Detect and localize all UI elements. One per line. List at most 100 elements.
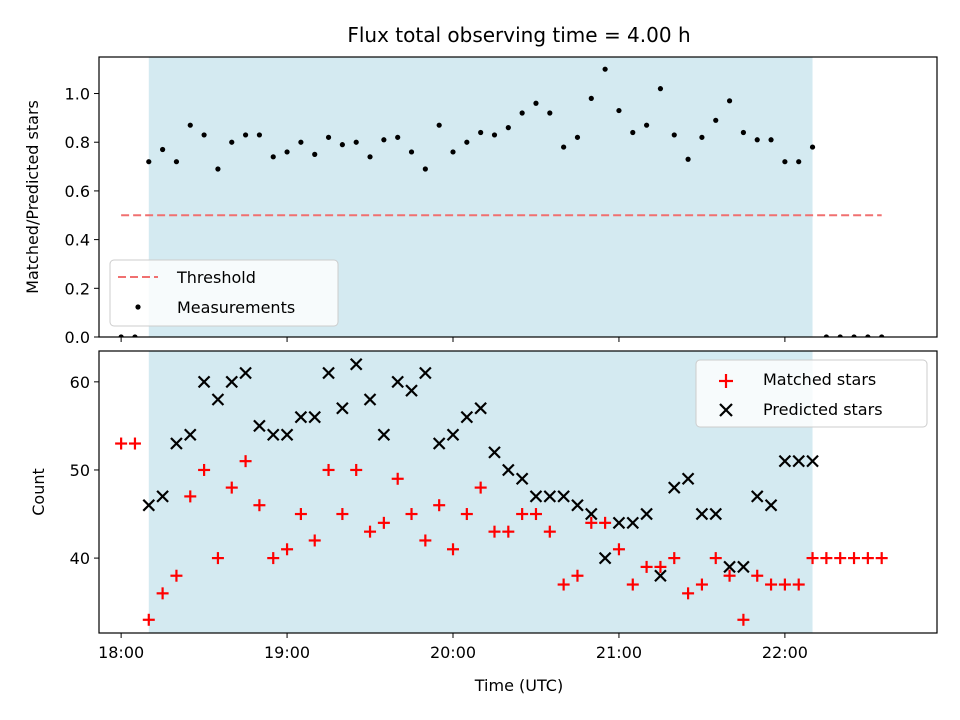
predicted-star-point xyxy=(598,551,612,565)
measurement-point xyxy=(851,334,857,337)
bottom-y-ticks: 40 50 60 xyxy=(70,373,99,568)
bottom-y-tick-label: 40 xyxy=(70,549,90,568)
measurement-point xyxy=(713,117,719,123)
matched-star-point xyxy=(612,543,625,556)
matched-star-point xyxy=(792,578,805,591)
matched-star-point xyxy=(626,578,639,591)
measurement-point xyxy=(796,159,802,165)
legend-measurements-label: Measurements xyxy=(177,298,295,317)
bottom-panel-counts: 40 50 60 18:00 19:00 20:00 21:00 22:00 Count T… xyxy=(29,350,938,695)
matched-star-point xyxy=(447,543,460,556)
matched-star-point xyxy=(211,552,224,565)
top-panel-ratio: 0.0 0.2 0.4 0.6 0.8 1.0 Matched/Predicted sta… xyxy=(23,56,938,347)
measurement-point xyxy=(132,334,138,337)
predicted-star-point xyxy=(280,428,294,441)
matched-star-point xyxy=(322,463,335,476)
measurement-point xyxy=(754,137,760,143)
measurement-point xyxy=(630,129,636,136)
measurement-point xyxy=(699,134,705,140)
predicted-star-point xyxy=(502,463,515,477)
legend-matched-label: Matched stars xyxy=(763,370,876,389)
matched-star-point xyxy=(709,552,722,565)
predicted-star-point xyxy=(308,410,322,424)
predicted-star-point xyxy=(806,454,819,468)
predicted-star-point xyxy=(640,507,653,521)
predicted-star-point xyxy=(336,402,349,415)
x-tick-label: 20:00 xyxy=(430,643,476,662)
measurement-point xyxy=(367,154,373,160)
measurement-point xyxy=(478,129,484,136)
top-y-tick-label: 0.2 xyxy=(65,279,90,298)
top-y-tick-label: 0.8 xyxy=(65,133,90,152)
predicted-star-point xyxy=(654,569,667,582)
predicted-star-point xyxy=(142,498,156,512)
matched-star-point xyxy=(737,613,750,626)
matched-star-point xyxy=(253,499,266,512)
legend-predicted-swatch xyxy=(719,403,733,417)
matched-star-point xyxy=(806,552,819,565)
predicted-star-point xyxy=(778,454,792,468)
bottom-x-ticks: 18:00 19:00 20:00 21:00 22:00 xyxy=(98,633,808,662)
measurement-point xyxy=(422,166,428,172)
predicted-star-point xyxy=(363,393,377,406)
top-axes-frame xyxy=(98,56,938,338)
matched-star-point xyxy=(834,552,847,565)
matched-star-point xyxy=(585,516,598,529)
measurement-point xyxy=(312,151,318,157)
predicted-star-point xyxy=(294,410,308,424)
matched-star-point xyxy=(198,463,211,476)
bottom-legend-box xyxy=(695,359,928,428)
x-tick-label: 19:00 xyxy=(264,643,310,662)
predicted-star-point xyxy=(737,560,750,574)
top-y-tick-label: 0.4 xyxy=(65,231,90,250)
matched-star-point xyxy=(751,569,764,582)
predicted-star-point xyxy=(571,498,584,512)
top-legend-box xyxy=(109,259,339,327)
matched-star-point xyxy=(142,613,155,626)
matched-star-point xyxy=(433,499,446,512)
measurement-point xyxy=(436,122,442,128)
measurement-point xyxy=(160,146,166,153)
measurement-point xyxy=(740,129,747,136)
predicted-star-point xyxy=(446,428,460,441)
matched-star-point xyxy=(488,525,501,538)
measurement-point xyxy=(616,107,622,114)
matched-star-point xyxy=(156,587,169,600)
matched-star-point xyxy=(350,463,363,476)
matched-star-point xyxy=(557,578,570,591)
matched-star-point xyxy=(474,481,487,494)
matched-star-point xyxy=(391,472,404,485)
matched-star-point xyxy=(668,552,681,565)
predicted-star-point xyxy=(225,375,239,389)
measurement-point xyxy=(408,149,415,155)
measurement-point xyxy=(782,159,788,165)
predicted-star-point xyxy=(585,507,598,521)
measurement-point xyxy=(657,86,664,92)
measurement-point xyxy=(201,132,207,138)
matched-star-point xyxy=(875,552,888,565)
predicted-star-point xyxy=(460,410,474,424)
x-axis-label: Time (UTC) xyxy=(474,676,563,695)
legend-measurements-swatch xyxy=(135,304,141,310)
matched-star-point xyxy=(267,552,280,565)
predicted-star-point xyxy=(211,393,225,406)
measurement-point xyxy=(505,125,511,131)
legend-matched-swatch xyxy=(719,374,733,388)
matched-star-point xyxy=(640,560,653,573)
measurement-point xyxy=(339,142,345,148)
predicted-star-point xyxy=(474,402,487,415)
predicted-stars-points xyxy=(142,357,819,582)
measurement-point xyxy=(533,100,539,106)
measurement-point xyxy=(519,110,525,116)
matched-star-point xyxy=(723,569,736,582)
measurement-point xyxy=(561,144,567,150)
matched-star-point xyxy=(529,508,542,521)
matched-star-point xyxy=(128,437,141,450)
measurement-point xyxy=(574,134,581,140)
bottom-y-axis-label: Count xyxy=(29,468,48,516)
x-tick-label: 22:00 xyxy=(762,643,808,662)
measurement-point xyxy=(837,334,843,337)
measurement-point xyxy=(879,334,885,337)
matched-star-point xyxy=(695,578,708,591)
